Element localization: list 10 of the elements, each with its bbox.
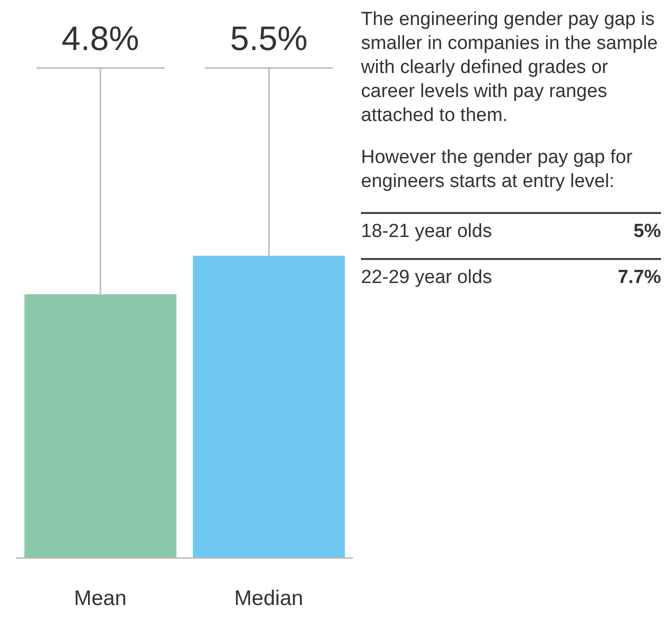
text: 5% — [634, 220, 661, 244]
text: 18-21 year olds — [361, 220, 492, 244]
text: 7.7% — [618, 266, 661, 290]
data-label: 4.8% — [62, 20, 140, 58]
text: However the gender pay gap for engineers starts at entry level: — [361, 146, 634, 194]
x-tick-label: Median — [234, 586, 304, 610]
text: The engineering gender pay gap is smaller in companies in the sample with clearly defined grades or career levels with pay ranges attached to them. — [361, 8, 659, 128]
x-tick-label: Mean — [74, 586, 127, 610]
text: 22-29 year olds — [361, 266, 492, 290]
data-label: 5.5% — [230, 20, 308, 58]
